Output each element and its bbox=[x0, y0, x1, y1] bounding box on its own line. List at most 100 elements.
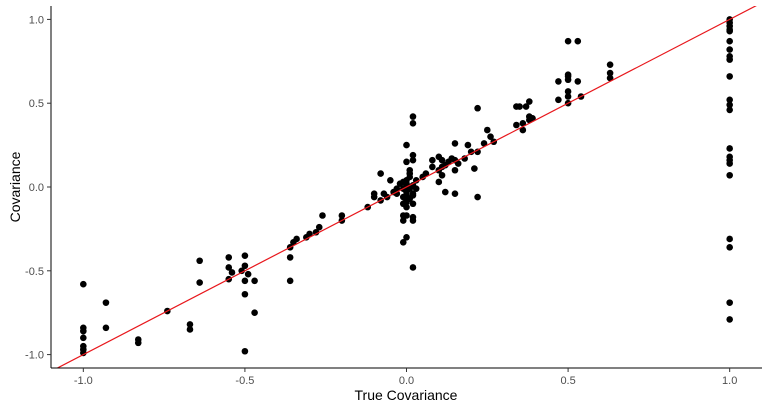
data-point bbox=[726, 73, 733, 80]
data-point bbox=[338, 212, 346, 219]
data-point bbox=[574, 78, 582, 85]
data-point bbox=[474, 148, 481, 156]
data-point bbox=[467, 148, 475, 156]
data-point bbox=[726, 244, 733, 251]
data-point bbox=[726, 27, 733, 35]
x-ticks-layer: -1.0 -0.5 0.0 0.5 1.0 bbox=[74, 368, 737, 387]
data-point bbox=[196, 257, 203, 265]
data-point bbox=[606, 69, 614, 77]
data-point bbox=[726, 171, 733, 179]
reference-line-layer bbox=[56, 6, 757, 368]
data-point bbox=[306, 230, 313, 238]
y-tick-label: -0.5 bbox=[25, 266, 44, 278]
data-point bbox=[564, 37, 572, 45]
data-point bbox=[422, 170, 430, 177]
data-point bbox=[399, 217, 407, 224]
data-point bbox=[251, 309, 258, 316]
data-point bbox=[726, 101, 733, 109]
data-point bbox=[312, 228, 320, 236]
data-point bbox=[241, 290, 249, 298]
data-point bbox=[377, 170, 384, 177]
data-point bbox=[519, 126, 527, 134]
x-tick-label: 0.5 bbox=[560, 375, 575, 387]
data-point bbox=[186, 321, 194, 328]
data-point bbox=[241, 347, 249, 355]
data-point bbox=[726, 106, 733, 114]
data-point bbox=[451, 140, 459, 147]
data-point bbox=[438, 156, 446, 164]
data-point bbox=[726, 235, 733, 243]
data-point bbox=[399, 239, 407, 246]
data-point bbox=[441, 188, 449, 196]
data-point bbox=[726, 56, 733, 63]
data-point bbox=[429, 163, 436, 171]
data-point bbox=[522, 103, 530, 110]
x-tick-label: 0.0 bbox=[399, 375, 414, 387]
y-ticks-layer: -1.0 -0.5 0.0 0.5 1.0 bbox=[25, 14, 51, 362]
data-point bbox=[454, 160, 462, 167]
y-axis-title: Covariance bbox=[7, 151, 23, 222]
data-point bbox=[409, 151, 417, 159]
data-point bbox=[241, 277, 249, 285]
data-point bbox=[726, 145, 733, 152]
data-point bbox=[435, 178, 443, 186]
data-point bbox=[286, 277, 294, 285]
data-point bbox=[726, 316, 733, 323]
data-point bbox=[370, 190, 378, 198]
data-point bbox=[315, 223, 323, 231]
data-point bbox=[726, 299, 733, 306]
data-point bbox=[80, 349, 87, 357]
data-point bbox=[606, 61, 614, 68]
data-point bbox=[403, 141, 410, 149]
data-point bbox=[387, 176, 394, 184]
data-point bbox=[238, 267, 245, 275]
data-point bbox=[451, 166, 459, 174]
data-point bbox=[471, 165, 478, 172]
data-point bbox=[102, 324, 110, 332]
data-point bbox=[606, 74, 614, 82]
data-point bbox=[564, 93, 572, 100]
data-point bbox=[451, 190, 459, 198]
data-point bbox=[403, 233, 410, 241]
data-point bbox=[564, 88, 572, 95]
data-point bbox=[403, 212, 410, 219]
y-tick-label: 1.0 bbox=[29, 14, 44, 26]
data-point bbox=[393, 185, 401, 192]
data-point bbox=[409, 264, 417, 271]
data-point bbox=[80, 280, 87, 288]
data-point bbox=[406, 166, 414, 174]
data-point bbox=[244, 270, 252, 278]
data-point bbox=[519, 120, 527, 127]
data-point bbox=[412, 185, 420, 192]
y-tick-label: 0.0 bbox=[29, 182, 44, 194]
y-tick-label: -1.0 bbox=[25, 350, 44, 362]
data-point bbox=[102, 299, 110, 306]
data-point bbox=[286, 254, 294, 261]
data-point bbox=[513, 121, 520, 129]
data-point bbox=[251, 277, 258, 285]
data-point bbox=[726, 46, 733, 53]
data-point bbox=[555, 96, 562, 104]
data-point bbox=[726, 96, 733, 104]
data-point bbox=[461, 155, 468, 162]
data-point bbox=[526, 98, 533, 105]
data-point bbox=[403, 158, 410, 166]
data-point bbox=[409, 200, 417, 208]
data-point bbox=[726, 160, 733, 167]
data-point bbox=[241, 252, 249, 260]
data-point bbox=[241, 262, 249, 270]
data-point bbox=[529, 114, 536, 122]
data-point bbox=[293, 235, 300, 243]
x-tick-label: -1.0 bbox=[74, 375, 93, 387]
data-point bbox=[412, 176, 420, 184]
data-point bbox=[555, 78, 562, 85]
data-point bbox=[393, 190, 401, 198]
y-tick-label: 0.5 bbox=[29, 98, 44, 110]
reference-line bbox=[56, 6, 757, 368]
data-point bbox=[186, 326, 194, 333]
data-point bbox=[225, 264, 233, 271]
data-point bbox=[438, 171, 446, 179]
x-tick-label: -0.5 bbox=[235, 375, 254, 387]
data-point bbox=[409, 217, 417, 224]
